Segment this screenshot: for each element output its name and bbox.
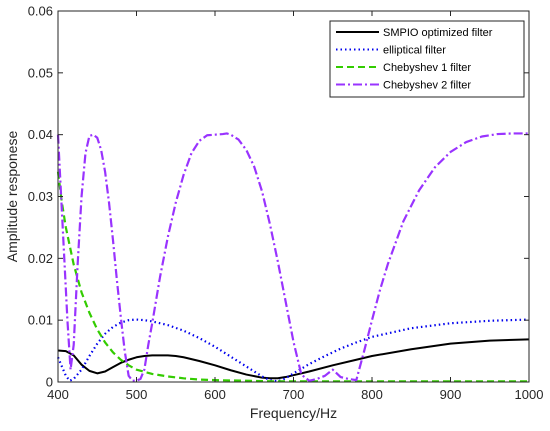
x-tick-label: 700 bbox=[283, 387, 305, 402]
legend-label: elliptical filter bbox=[383, 45, 446, 57]
x-tick-label: 1000 bbox=[515, 387, 544, 402]
y-tick-label: 0 bbox=[46, 375, 53, 390]
x-tick-label: 800 bbox=[361, 387, 383, 402]
tick-layer: 400 500 600 700 800 900 1000 0 0.01 0.02 0.03 0.04 0… bbox=[28, 4, 544, 403]
y-axis-title: Amplitude responese bbox=[4, 131, 20, 263]
y-tick-label: 0.06 bbox=[28, 4, 53, 19]
legend-label: Chebyshev 2 filter bbox=[383, 80, 471, 92]
legend-box bbox=[329, 20, 525, 98]
y-tick-label: 0.04 bbox=[28, 127, 53, 142]
y-tick-label: 0.03 bbox=[28, 189, 53, 204]
y-tick-label: 0.05 bbox=[28, 65, 53, 80]
x-tick-label: 400 bbox=[47, 387, 69, 402]
x-tick-label: 500 bbox=[126, 387, 148, 402]
y-tick-label: 0.02 bbox=[28, 251, 53, 266]
legend-label: Chebyshev 1 filter bbox=[383, 62, 471, 74]
series-layer bbox=[56, 132, 530, 383]
series-line-4 bbox=[56, 132, 529, 382]
x-tick-label: 900 bbox=[440, 387, 462, 402]
x-tick-label: 600 bbox=[204, 387, 226, 402]
legend-label: SMPIO optimized filter bbox=[383, 27, 493, 39]
legend: SMPIO optimized filter elliptical filter C… bbox=[329, 20, 525, 98]
series-line-1 bbox=[57, 338, 530, 380]
series-line-3 bbox=[56, 171, 529, 383]
y-tick-label: 0.01 bbox=[28, 313, 53, 328]
x-axis-title: Frequency/Hz bbox=[250, 405, 337, 421]
